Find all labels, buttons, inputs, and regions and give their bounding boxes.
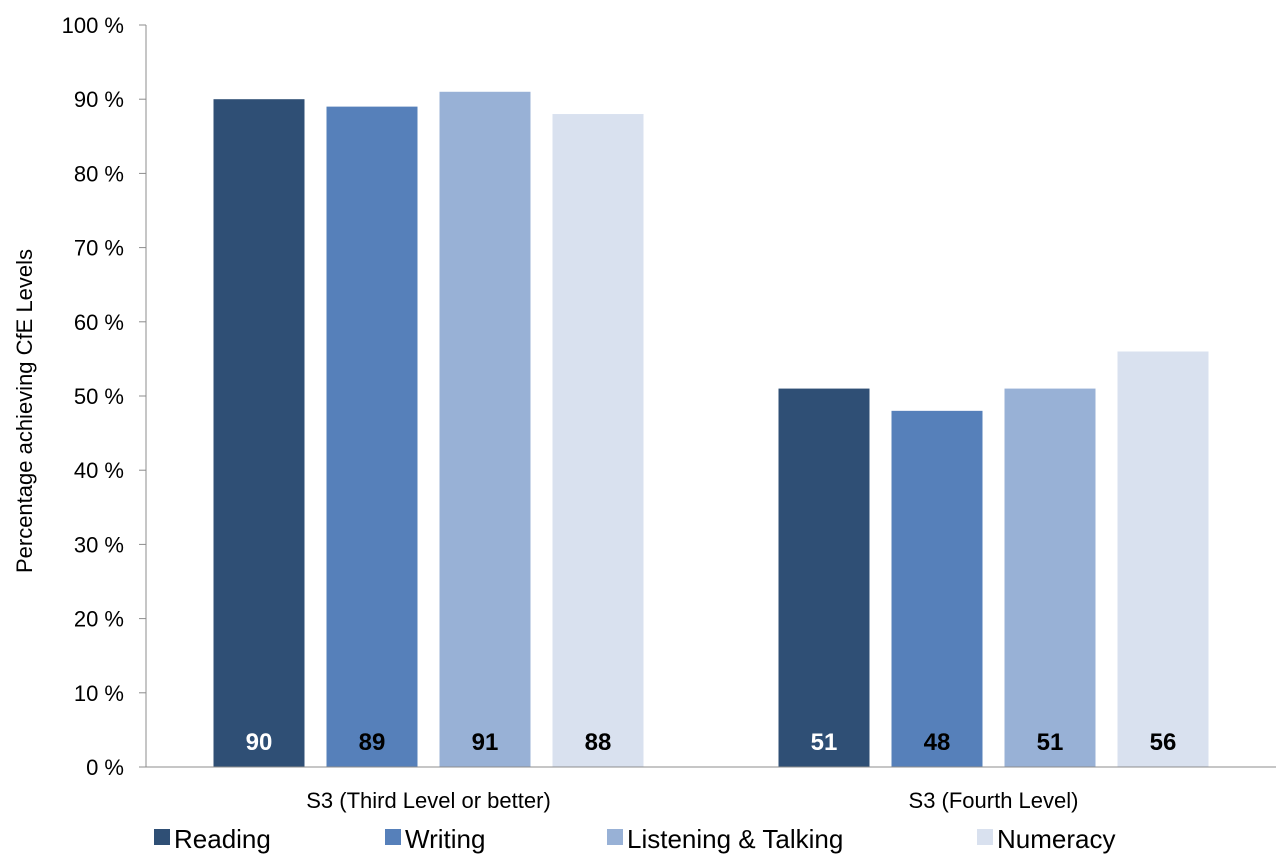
legend-swatch xyxy=(385,829,401,845)
data-label: 88 xyxy=(585,729,612,756)
y-tick-label: 20 % xyxy=(74,607,124,632)
y-tick-label: 0 % xyxy=(86,755,124,780)
legend-swatch xyxy=(607,829,623,845)
bar-listening-talking xyxy=(439,91,531,767)
legend-item: Numeracy xyxy=(977,824,1115,854)
legend-label: Writing xyxy=(405,824,485,854)
legend-item: Listening & Talking xyxy=(607,824,843,854)
legend-item: Writing xyxy=(385,824,485,854)
data-label: 56 xyxy=(1150,729,1177,756)
legend-label: Listening & Talking xyxy=(627,824,843,854)
bar-writing xyxy=(891,410,983,767)
bar-reading xyxy=(778,388,870,767)
x-category-label: S3 (Third Level or better) xyxy=(306,788,551,813)
bars: 90 89 91 88 51 48 51 56 xyxy=(213,91,1209,768)
y-tick-label: 40 % xyxy=(74,458,124,483)
y-tick-label: 10 % xyxy=(74,681,124,706)
legend-label: Numeracy xyxy=(997,824,1115,854)
legend-label: Reading xyxy=(174,824,271,854)
y-tick-label: 100 % xyxy=(62,13,124,38)
data-label: 89 xyxy=(359,729,386,756)
bar-numeracy xyxy=(552,114,644,768)
bar-numeracy xyxy=(1117,351,1209,767)
bar-listening-talking xyxy=(1004,388,1096,767)
bar-writing xyxy=(326,106,418,768)
data-label: 51 xyxy=(811,729,838,756)
data-label: 48 xyxy=(924,729,951,756)
data-label: 90 xyxy=(246,729,273,756)
legend: Reading Writing Listening & Talking Numerac… xyxy=(154,824,1115,854)
y-tick-label: 70 % xyxy=(74,236,124,261)
y-tick-label: 80 % xyxy=(74,161,124,186)
y-axis: 0 % 10 % 20 % 30 % 40 % 50 % 60 % 70 % 80 % 90 % 1… xyxy=(62,13,147,780)
x-axis: S3 (Third Level or better) S3 (Fourth Lev… xyxy=(146,766,1276,813)
y-tick-label: 50 % xyxy=(74,384,124,409)
data-label: 51 xyxy=(1037,729,1064,756)
y-tick-label: 90 % xyxy=(74,87,124,112)
legend-item: Reading xyxy=(154,824,271,854)
y-tick-label: 30 % xyxy=(74,532,124,557)
x-category-label: S3 (Fourth Level) xyxy=(909,788,1079,813)
y-tick-label: 60 % xyxy=(74,310,124,335)
y-axis-title: Percentage achieving CfE Levels xyxy=(12,249,37,573)
legend-swatch xyxy=(154,829,170,845)
bar-reading xyxy=(213,99,305,767)
legend-swatch xyxy=(977,829,993,845)
data-label: 91 xyxy=(472,729,499,756)
